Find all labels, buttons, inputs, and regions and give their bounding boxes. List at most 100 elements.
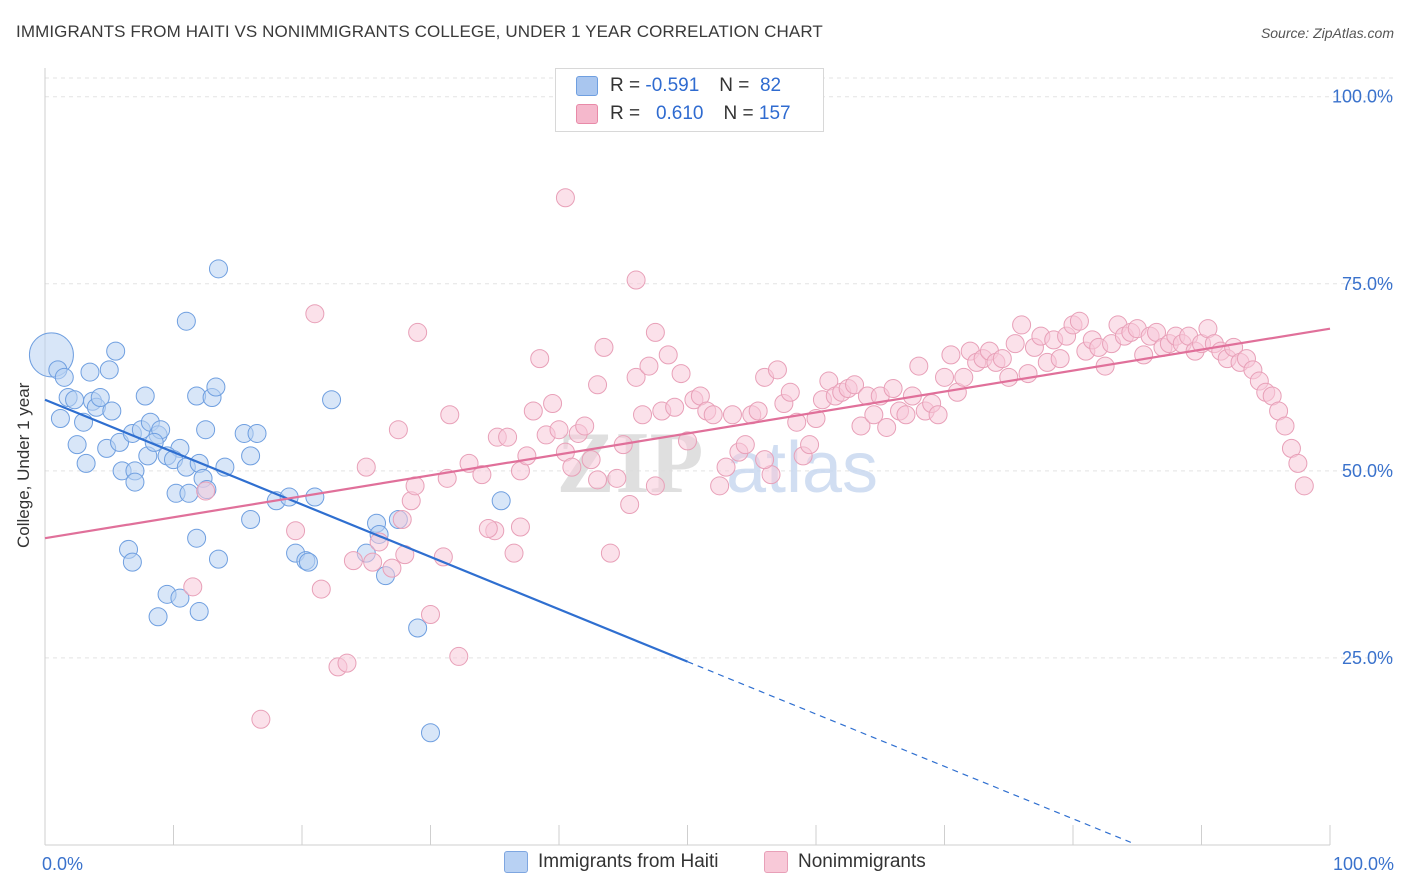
nonimmigrant-point [620,495,640,515]
axes [44,68,1331,846]
nonimmigrant-point [504,543,524,563]
legend-swatch [764,851,788,873]
nonimmigrant-point [600,543,620,563]
nonimmigrant-point [555,188,575,208]
haiti-point [50,408,70,428]
nonimmigrant-point [645,322,665,342]
nonimmigrant-point [935,367,954,387]
nonimmigrant-point [196,481,216,501]
haiti-point [247,423,267,443]
nonimmigrant-point [440,405,460,425]
nonimmigrant-point [1012,315,1032,335]
y-tick-label: 75.0% [1342,274,1393,294]
nonimmigrant-point [1005,334,1025,354]
correlation-legend: R = -0.591 N = 82 R = 0.610 N = 157 [555,68,824,132]
nonimmigrant-point [735,435,755,455]
legend-row-haiti: R = -0.591 N = 82 [576,73,781,99]
nonimmigrant-point [575,416,595,436]
nonimmigrant-point [549,420,569,440]
nonimmigrant-point [639,356,659,376]
chart-title: IMMIGRANTS FROM HAITI VS NONIMMIGRANTS C… [16,22,823,41]
haiti-point [106,341,126,361]
legend-n-value: 157 [758,103,791,124]
y-tick-label: 100.0% [1332,87,1393,107]
haiti-point [76,453,96,473]
nonimmigrant-point [478,518,498,538]
nonimmigrant-point [530,349,550,369]
haiti-point [99,360,119,380]
legend-n-label: N = [723,103,754,124]
nonimmigrant-point [755,450,775,470]
nonimmigrant-point [286,521,306,541]
nonimmigrant-point [251,709,271,729]
nonimmigrant-point [594,337,614,357]
nonimmigrant-point [716,457,736,477]
haiti-point [65,390,85,410]
legend-swatch-haiti [576,76,598,96]
trend-lines [44,327,1331,843]
nonimmigrant-point [767,360,787,380]
haiti-point [176,311,196,331]
nonimmigrant-point [678,431,697,451]
haiti-point [179,483,199,503]
haiti-point [241,446,261,466]
legend-r-value: 0.610 [655,103,704,124]
y-tick-label: 25.0% [1342,648,1393,668]
nonimmigrant-point [607,468,627,488]
legend-item-haiti: Immigrants from Haiti [504,851,719,873]
nonimmigrant-point [183,577,203,597]
nonimmigrant-point [421,605,440,625]
nonimmigrant-point [703,405,723,425]
haiti-point [322,390,342,410]
nonimmigrant-point [626,367,646,387]
nonimmigrant-point [449,646,469,666]
haiti-point [408,618,428,638]
haiti-point [148,607,168,627]
nonimmigrant-point [1275,416,1295,436]
nonimmigrant-point [928,405,948,425]
nonimmigrant-point [392,509,412,529]
nonimmigrant-point [588,470,608,490]
haiti-point [170,588,190,608]
nonimmigrant-point [665,397,685,417]
haiti-point [80,362,100,382]
nonimmigrant-point [356,457,376,477]
haiti-point [54,367,74,387]
nonimmigrant-point [877,417,897,437]
haiti-point [135,386,155,406]
haiti-point [196,420,216,440]
nonimmigrant-point [800,435,820,455]
nonimmigrant-point [1288,453,1308,473]
nonimmigrant-point [864,405,884,425]
nonimmigrant-point [845,375,865,395]
nonimmigrant-point [510,517,530,537]
nonimmigrant-point [999,367,1019,387]
nonimmigrant-point [671,364,691,384]
nonimmigrant-point [883,379,903,399]
nonimmigrant-point [337,653,357,673]
nonimmigrant-point [562,457,582,477]
grid-lines [45,77,1395,659]
nonimmigrant-point [710,476,730,496]
haiti-point [67,435,87,455]
legend-r-label: R = [610,75,641,96]
nonimmigrant-point [954,367,974,387]
legend-r-value: -0.591 [645,75,700,96]
nonimmigrant-point [626,270,646,290]
haiti-point [187,528,207,548]
y-axis-label: College, Under 1 year [14,382,33,548]
nonimmigrant-point [517,446,537,466]
haiti-point [241,509,261,529]
haiti-point [125,472,145,492]
nonimmigrant-point [523,401,543,421]
nonimmigrant-point [1294,476,1314,496]
haiti-trend-line [44,398,688,663]
legend-r-label: R = [610,103,641,124]
nonimmigrant-point [543,394,563,414]
haiti-point [491,491,511,511]
haiti-point [208,549,228,569]
legend-n-value: 82 [759,75,782,96]
haiti-trend-extension [687,661,1132,843]
haiti-point [305,487,325,507]
nonimmigrant-point [498,427,518,447]
